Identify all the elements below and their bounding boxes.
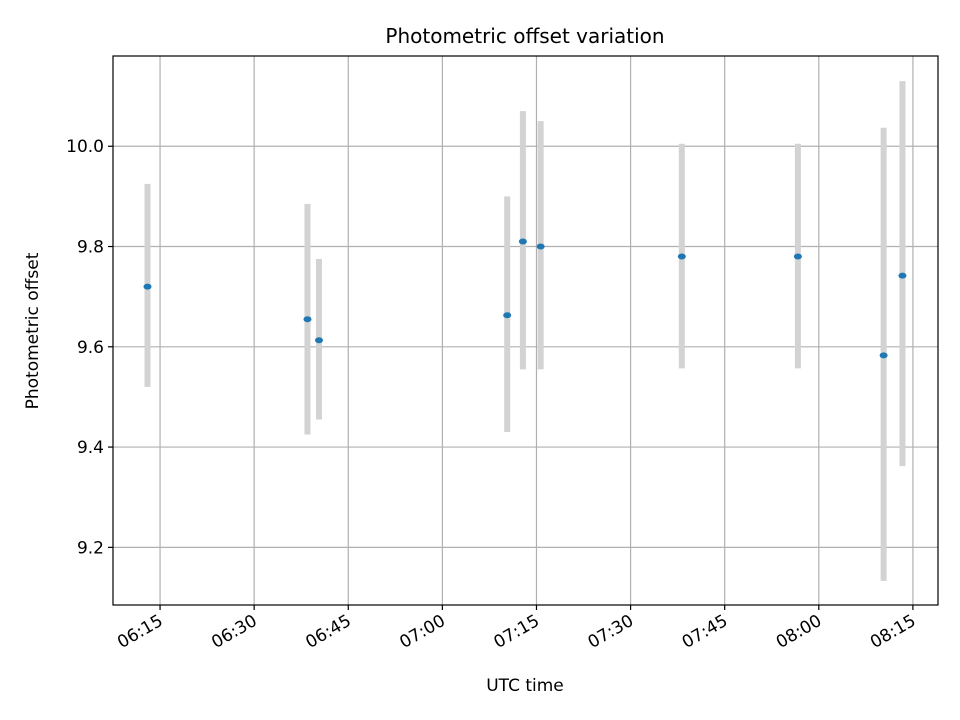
x-tick-label: 08:00 — [773, 611, 825, 653]
data-point — [503, 312, 512, 319]
y-tick-label: 9.2 — [77, 538, 104, 558]
data-point — [143, 283, 152, 290]
x-tick-label: 07:15 — [491, 611, 543, 653]
x-tick-label: 07:45 — [679, 611, 731, 653]
y-tick-label: 10.0 — [66, 137, 104, 157]
data-points — [143, 238, 907, 359]
y-tick-label: 9.8 — [77, 238, 104, 258]
y-tick-label: 9.6 — [77, 338, 104, 358]
data-point — [677, 253, 686, 260]
data-point — [879, 352, 888, 359]
data-point — [303, 316, 312, 323]
chart-title: Photometric offset variation — [385, 24, 664, 48]
y-axis-label: Photometric offset — [23, 252, 43, 409]
x-axis-ticks: 06:15 06:30 06:45 07:00 07:15 07:30 07:45 08:00… — [114, 605, 919, 653]
error-bars — [144, 81, 906, 581]
x-tick-label: 07:00 — [396, 611, 448, 653]
x-tick-label: 08:15 — [867, 611, 919, 653]
data-point — [314, 337, 323, 344]
y-axis-ticks: 9.2 9.4 9.6 9.8 10.0 — [66, 137, 113, 558]
x-axis-label: UTC time — [486, 676, 564, 696]
data-point — [793, 253, 802, 260]
data-point — [898, 272, 907, 279]
data-point — [536, 243, 545, 250]
x-tick-label: 07:30 — [585, 611, 637, 653]
x-tick-label: 06:45 — [302, 611, 354, 653]
x-tick-label: 06:15 — [114, 611, 166, 653]
plot-frame — [112, 55, 939, 606]
x-tick-label: 06:30 — [208, 611, 260, 653]
data-point — [518, 238, 527, 245]
y-tick-label: 9.4 — [77, 438, 104, 458]
